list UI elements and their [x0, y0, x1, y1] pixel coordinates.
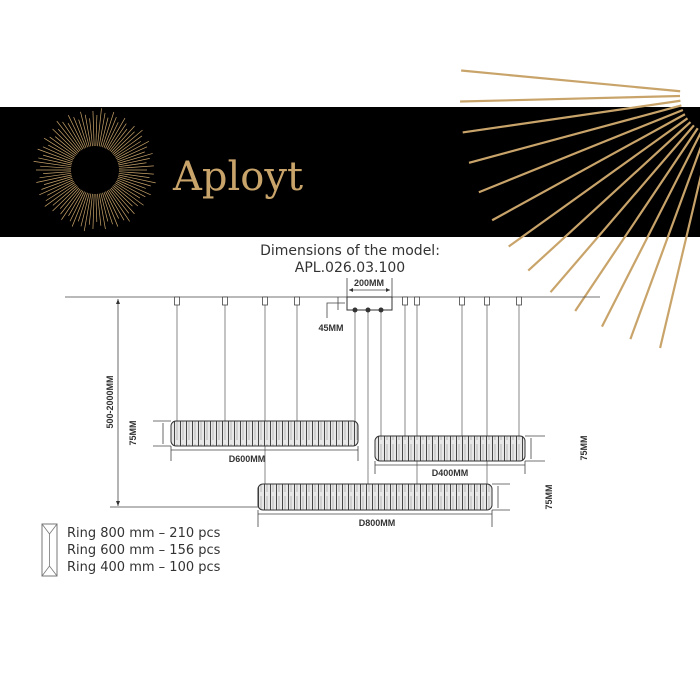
ceiling-hook	[222, 296, 228, 306]
suspension-dimension: 500-2000MM	[105, 299, 258, 508]
canopy-height-label: 45MM	[318, 323, 343, 333]
ceiling-hook	[402, 296, 408, 306]
ring-600: 75MM D600MM	[128, 420, 359, 464]
ring-600-diameter-label: D600MM	[229, 454, 266, 464]
canopy: 200MM 45MM	[318, 278, 393, 333]
suspension-height-label: 500-2000MM	[105, 375, 115, 428]
ring-800-diameter-label: D800MM	[359, 518, 396, 528]
ceiling-hook	[459, 296, 465, 306]
ceiling-hook	[262, 296, 268, 306]
ceiling-hook	[484, 296, 490, 306]
ring-400: 75MM D400MM	[374, 435, 589, 478]
ceiling-hook	[516, 296, 522, 306]
ceiling-hook	[294, 296, 300, 306]
crystal-prism-icon	[41, 523, 58, 577]
ring-600-height-label: 75MM	[128, 420, 138, 445]
ring-400-diameter-label: D400MM	[432, 468, 469, 478]
model-code: APL.026.03.100	[295, 260, 405, 276]
brand-logo: Aployt	[172, 154, 303, 200]
decorative-rays	[460, 69, 700, 349]
banner: Aployt	[0, 69, 700, 349]
cables	[174, 296, 522, 484]
ring-400-height-label: 75MM	[579, 435, 589, 460]
ring-800-height-label: 75MM	[544, 484, 554, 509]
ring-800: 75MM D800MM	[257, 483, 554, 528]
canopy-width-label: 200MM	[354, 278, 384, 288]
legend-item: Ring 800 mm – 210 pcs	[67, 526, 221, 541]
ceiling-hook	[174, 296, 180, 306]
legend: Ring 800 mm – 210 pcs Ring 600 mm – 156 …	[41, 523, 221, 577]
logo-center	[73, 148, 117, 192]
ceiling-hook	[414, 296, 420, 306]
legend-item: Ring 400 mm – 100 pcs	[67, 560, 221, 575]
sunburst-logo-icon	[33, 108, 156, 232]
title-line1: Dimensions of the model:	[260, 243, 440, 259]
legend-item: Ring 600 mm – 156 pcs	[67, 543, 221, 558]
